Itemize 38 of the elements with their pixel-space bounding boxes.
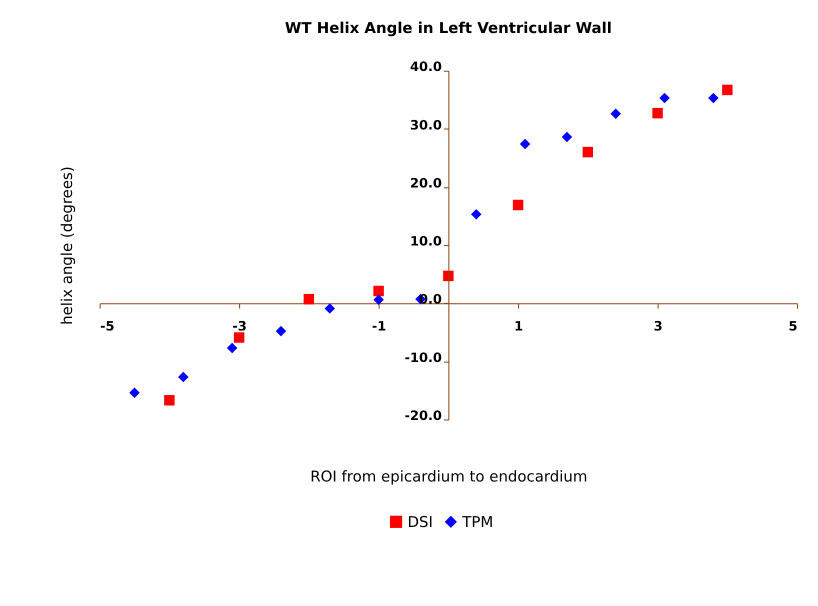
x-tick-label: 5 <box>788 320 798 335</box>
y-tick-label: 20.0 <box>410 176 442 192</box>
point <box>373 286 384 296</box>
point <box>708 92 719 104</box>
point <box>610 108 621 119</box>
point <box>512 200 524 210</box>
point <box>129 387 140 398</box>
point <box>234 332 244 343</box>
y-tick-label: -20.0 <box>404 408 442 424</box>
legend-label: DSI <box>408 512 433 531</box>
point <box>443 270 454 282</box>
y-tick-label: -10.0 <box>404 350 442 366</box>
legend-label: TPM <box>461 512 494 531</box>
x-tick-label: -3 <box>232 320 247 335</box>
point <box>582 146 594 158</box>
point <box>304 294 314 304</box>
point <box>652 108 663 118</box>
point <box>276 326 286 336</box>
y-tick-label: 40.0 <box>410 60 442 76</box>
x-tick-label: 1 <box>514 320 524 335</box>
point <box>659 92 670 104</box>
point <box>373 294 384 305</box>
point <box>722 84 733 96</box>
point <box>226 342 238 354</box>
point <box>324 303 336 314</box>
point <box>562 132 572 142</box>
point <box>520 138 530 150</box>
x-axis-title: ROI from epicardium to endocardium <box>310 468 588 486</box>
y-tick-label: 30.0 <box>410 118 442 134</box>
y-tick-label: 10.0 <box>410 234 442 250</box>
y-axis-title: helix angle (degrees) <box>58 166 76 325</box>
point <box>178 372 189 382</box>
x-tick-label: 3 <box>654 320 663 335</box>
x-tick-label: -1 <box>372 320 386 335</box>
chart-title: WT Helix Angle in Left Ventricular Wall <box>284 18 612 37</box>
point <box>471 209 482 220</box>
x-tick-label: -5 <box>100 320 115 335</box>
point <box>164 395 175 406</box>
